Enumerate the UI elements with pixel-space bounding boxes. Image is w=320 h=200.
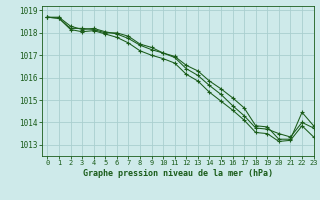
X-axis label: Graphe pression niveau de la mer (hPa): Graphe pression niveau de la mer (hPa) bbox=[83, 169, 273, 178]
